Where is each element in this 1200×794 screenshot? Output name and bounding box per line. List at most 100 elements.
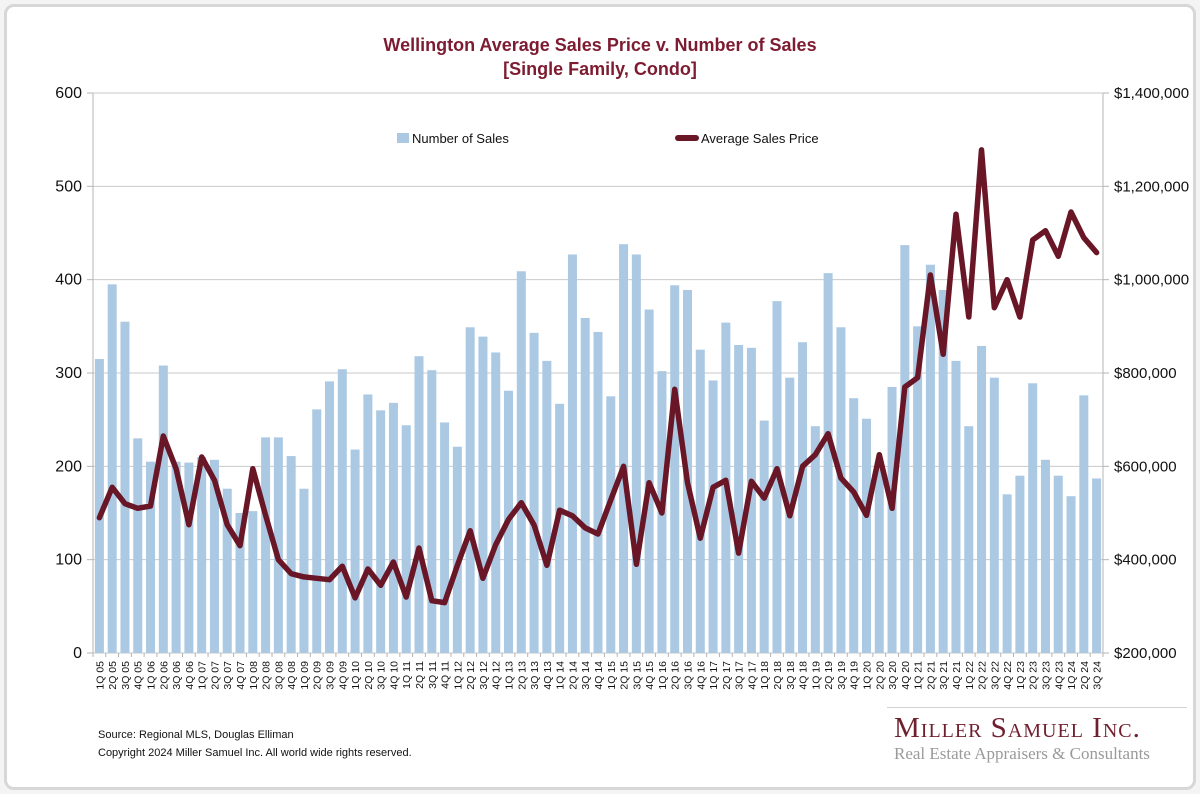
x-axis-quarter-label: 4Q 13 bbox=[542, 661, 554, 690]
left-axis-tick-label: 400 bbox=[55, 272, 82, 289]
chart-title-line1: Wellington Average Sales Price v. Number… bbox=[383, 35, 817, 55]
sales-price-volume-chart: 0 $200,000 100 $400,000 200 $600,000 300 $800,0… bbox=[55, 85, 1189, 690]
right-axis-tick-label: $600,000 bbox=[1114, 458, 1177, 475]
x-axis-quarter-label: 3Q 12 bbox=[478, 661, 490, 690]
line-swatch-icon bbox=[675, 135, 699, 141]
chart-title-line2: [Single Family, Condo] bbox=[503, 59, 697, 79]
left-axis-tick-label: 200 bbox=[55, 458, 82, 475]
x-axis-quarter-label: 2Q 24 bbox=[1079, 661, 1091, 690]
x-axis-quarter-label: 4Q 19 bbox=[849, 661, 861, 690]
legend-line-label: Average Sales Price bbox=[701, 130, 819, 146]
sales-volume-bar bbox=[708, 380, 718, 653]
x-axis-quarter-label: 3Q 14 bbox=[580, 661, 592, 690]
x-axis-quarter-label: 4Q 06 bbox=[184, 661, 196, 690]
x-axis-quarter-label: 2Q 11 bbox=[414, 661, 426, 689]
x-axis-quarter-label: 3Q 13 bbox=[529, 661, 541, 690]
x-axis-quarter-label: 2Q 06 bbox=[158, 661, 170, 690]
x-axis-quarter-label: 1Q 24 bbox=[1066, 661, 1078, 690]
sales-volume-bar bbox=[197, 457, 207, 653]
miller-samuel-logo: Miller Samuel Inc. Real Estate Appraiser… bbox=[887, 707, 1187, 764]
x-axis-quarter-label: 3Q 18 bbox=[785, 661, 797, 690]
sales-volume-bar bbox=[491, 352, 501, 653]
x-axis-quarter-label: 4Q 16 bbox=[695, 661, 707, 690]
x-axis-quarter-label: 1Q 06 bbox=[146, 661, 158, 690]
x-axis-quarter-label: 1Q 22 bbox=[964, 661, 976, 690]
left-axis-tick-label: 600 bbox=[55, 85, 82, 102]
sales-volume-bar bbox=[606, 396, 616, 653]
legend-number-of-sales: Number of Sales bbox=[397, 131, 509, 146]
x-axis-quarter-label: 2Q 05 bbox=[107, 661, 119, 690]
source-note: Source: Regional MLS, Douglas Elliman bbox=[98, 729, 294, 741]
sales-volume-bar bbox=[299, 488, 309, 653]
sales-volume-bar bbox=[1015, 475, 1025, 653]
x-axis-quarter-label: 2Q 07 bbox=[209, 661, 221, 690]
sales-volume-bar bbox=[478, 336, 488, 653]
x-axis-quarter-label: 3Q 16 bbox=[682, 661, 694, 690]
x-axis-quarter-label: 1Q 16 bbox=[657, 661, 669, 690]
sales-volume-bar bbox=[350, 449, 360, 653]
x-axis-quarter-label: 4Q 07 bbox=[235, 661, 247, 690]
x-axis-quarter-label: 1Q 13 bbox=[504, 661, 516, 690]
sales-volume-bar bbox=[235, 513, 245, 653]
sales-volume-bar bbox=[874, 462, 884, 653]
x-axis-quarter-label: 4Q 18 bbox=[798, 661, 810, 690]
x-axis-quarter-label: 3Q 06 bbox=[171, 661, 183, 690]
sales-volume-bar bbox=[734, 345, 744, 653]
sales-volume-bar bbox=[516, 271, 526, 653]
chart-footnotes: Source: Regional MLS, Douglas Elliman Co… bbox=[98, 726, 412, 762]
x-axis-quarter-label: 4Q 14 bbox=[593, 661, 605, 690]
x-axis-quarter-label: 3Q 21 bbox=[938, 661, 950, 690]
logo-name: Miller Samuel Inc. bbox=[894, 712, 1141, 744]
sales-volume-bar bbox=[363, 394, 373, 653]
sales-volume-bar bbox=[465, 327, 475, 653]
average-sales-price-line bbox=[96, 147, 1100, 606]
x-axis-quarter-label: 1Q 20 bbox=[861, 661, 873, 690]
sales-volume-bar bbox=[759, 420, 769, 653]
x-axis-quarter-label: 3Q 10 bbox=[376, 661, 388, 690]
sales-volume-bar bbox=[900, 245, 910, 653]
x-axis-quarter-label: 4Q 11 bbox=[440, 661, 452, 689]
x-axis-quarter-label: 3Q 20 bbox=[887, 661, 899, 690]
x-axis-quarter-label: 3Q 11 bbox=[427, 661, 439, 689]
x-axis-quarter-label: 2Q 21 bbox=[925, 661, 937, 690]
x-axis-quarter-label: 3Q 17 bbox=[734, 661, 746, 690]
sales-volume-bar bbox=[567, 254, 577, 653]
sales-volume-bar bbox=[861, 418, 871, 653]
x-axis-quarter-label: 3Q 24 bbox=[1092, 661, 1104, 690]
x-axis-quarter-label: 2Q 23 bbox=[1028, 661, 1040, 690]
x-axis-quarter-label: 4Q 12 bbox=[491, 661, 503, 690]
sales-volume-bar bbox=[1002, 494, 1012, 653]
sales-volume-bar bbox=[542, 360, 552, 653]
x-axis-quarter-label: 3Q 15 bbox=[631, 661, 643, 690]
sales-volume-bar bbox=[1092, 478, 1102, 653]
sales-volume-bar bbox=[286, 456, 296, 653]
sales-volume-bar bbox=[1079, 395, 1089, 653]
x-axis-quarter-label: 4Q 20 bbox=[900, 661, 912, 690]
x-axis-quarter-label: 4Q 09 bbox=[337, 661, 349, 690]
sales-volume-bar bbox=[107, 284, 117, 653]
sales-volume-bar bbox=[593, 331, 603, 653]
sales-volume-bar bbox=[209, 459, 219, 653]
sales-volume-bar bbox=[120, 321, 130, 653]
sales-volume-bar bbox=[670, 285, 680, 653]
x-axis-quarter-label: 2Q 08 bbox=[261, 661, 273, 690]
sales-volume-bar bbox=[222, 488, 232, 653]
sales-volume-bar bbox=[580, 317, 590, 653]
x-axis-quarter-label: 1Q 08 bbox=[248, 661, 260, 690]
right-axis-tick-label: $1,000,000 bbox=[1114, 272, 1189, 289]
sales-volume-bar bbox=[94, 359, 104, 653]
x-axis-quarter-label: 1Q 11 bbox=[401, 661, 413, 689]
x-axis-quarter-label: 1Q 09 bbox=[299, 661, 311, 690]
sales-volume-bar bbox=[887, 387, 897, 653]
sales-volume-bar bbox=[388, 402, 398, 653]
x-axis-quarter-label: 4Q 10 bbox=[388, 661, 400, 690]
sales-volume-bar bbox=[312, 409, 322, 653]
chart-card: Wellington Average Sales Price v. Number… bbox=[4, 4, 1196, 790]
right-axis-tick-label: $800,000 bbox=[1114, 365, 1177, 382]
x-axis-quarter-label: 1Q 21 bbox=[913, 661, 925, 690]
x-axis-quarter-label: 4Q 23 bbox=[1053, 661, 1065, 690]
sales-volume-bar bbox=[925, 264, 935, 653]
x-axis-quarter-label: 2Q 15 bbox=[619, 661, 631, 690]
sales-volume-bar bbox=[1028, 383, 1038, 653]
sales-volume-bar bbox=[695, 349, 705, 653]
